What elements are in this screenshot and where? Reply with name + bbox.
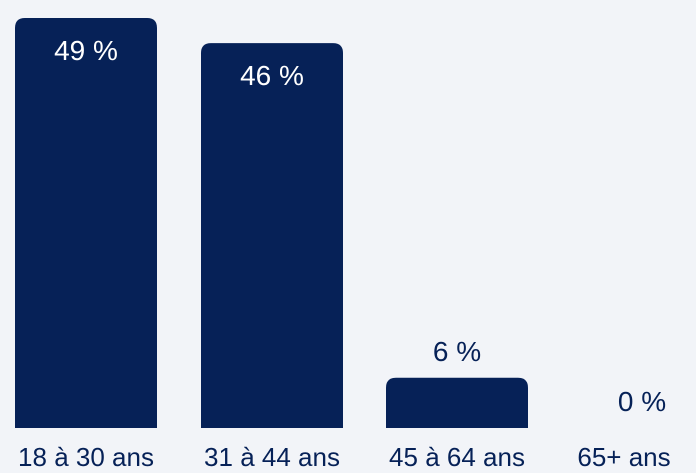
value-labels-group: 49 % 46 % 6 % 0 % [54, 35, 666, 417]
bars-group [15, 18, 528, 428]
category-label-1: 18 à 30 ans [18, 442, 154, 472]
bar-2 [201, 43, 343, 428]
category-label-2: 31 à 44 ans [204, 442, 340, 472]
bar-value-label-2: 46 % [240, 60, 304, 91]
bar-1 [15, 18, 157, 428]
category-label-4: 65+ ans [577, 442, 670, 472]
category-label-3: 45 à 64 ans [389, 442, 525, 472]
bar-value-label-4: 0 % [618, 386, 666, 417]
bar-value-label-3: 6 % [433, 336, 481, 367]
bar-value-label-1: 49 % [54, 35, 118, 66]
bar-3 [386, 377, 528, 428]
category-labels-group: 18 à 30 ans 31 à 44 ans 45 à 64 ans 65+ ans [18, 442, 671, 472]
